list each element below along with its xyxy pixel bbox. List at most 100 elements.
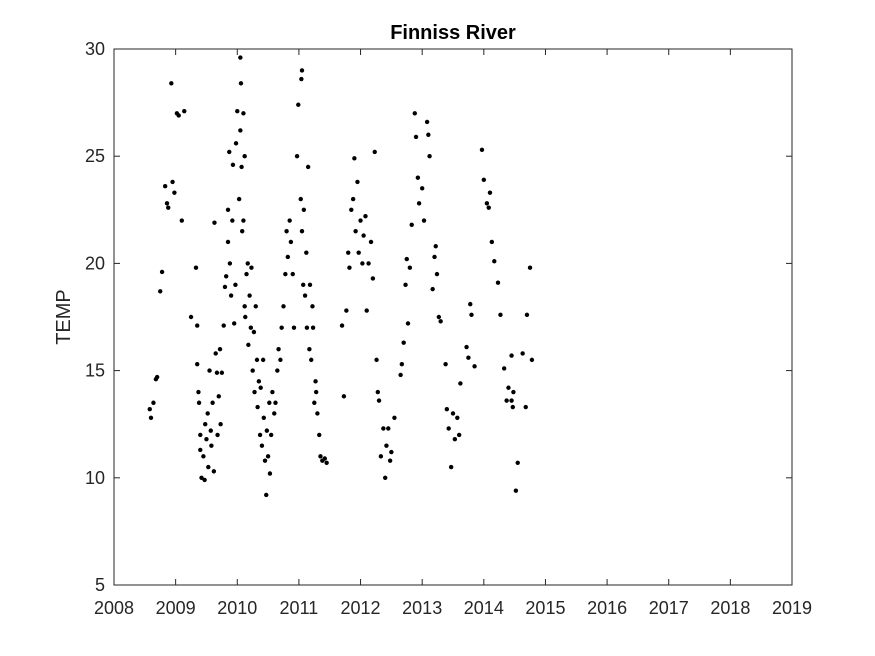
point <box>291 325 297 330</box>
y-tick-label: 20 <box>85 253 105 273</box>
point <box>504 398 509 403</box>
point <box>301 207 307 212</box>
point <box>273 400 278 405</box>
point <box>248 325 254 330</box>
point <box>339 323 345 328</box>
point <box>204 437 209 442</box>
point <box>287 218 292 223</box>
point <box>244 271 249 277</box>
point <box>176 113 181 118</box>
point <box>288 239 294 245</box>
point <box>283 271 288 277</box>
x-tick-label: 2010 <box>217 598 257 618</box>
y-axis-label: TEMP <box>53 289 75 345</box>
point <box>301 282 306 288</box>
point <box>464 344 469 350</box>
point <box>249 265 254 270</box>
point <box>443 361 448 367</box>
point <box>242 304 247 309</box>
y-tick-label: 10 <box>85 468 105 488</box>
point <box>304 250 309 255</box>
point <box>208 428 213 433</box>
point <box>304 325 310 330</box>
point <box>199 475 204 480</box>
point <box>230 218 235 223</box>
point <box>401 340 406 345</box>
point <box>214 370 220 375</box>
point <box>272 411 277 416</box>
point <box>419 186 425 191</box>
point <box>203 422 208 427</box>
point <box>399 361 405 367</box>
point <box>238 128 243 133</box>
point <box>446 426 451 431</box>
point <box>378 454 384 459</box>
point <box>233 141 239 146</box>
point <box>498 312 503 318</box>
point <box>349 207 354 212</box>
point <box>381 426 386 431</box>
point <box>313 379 318 384</box>
point <box>166 205 171 210</box>
point <box>218 422 223 427</box>
point <box>235 108 240 114</box>
point <box>426 132 431 137</box>
point <box>486 205 491 210</box>
point <box>158 289 163 294</box>
point <box>481 177 487 182</box>
point <box>255 404 260 410</box>
point <box>253 304 258 309</box>
point <box>305 164 311 170</box>
point <box>198 447 203 453</box>
point <box>227 149 232 155</box>
point <box>307 282 313 288</box>
point <box>450 411 456 416</box>
point <box>427 154 432 159</box>
point <box>252 389 257 395</box>
point <box>372 149 377 155</box>
point <box>307 346 312 352</box>
point <box>251 329 257 335</box>
point <box>222 284 228 290</box>
point <box>162 184 168 189</box>
point <box>196 400 202 405</box>
point <box>276 346 281 352</box>
point <box>363 214 368 219</box>
point <box>206 464 211 470</box>
point <box>216 394 221 399</box>
point <box>270 389 275 395</box>
point <box>386 426 391 431</box>
point <box>207 368 212 373</box>
x-tick-label: 2019 <box>772 598 812 618</box>
point <box>375 389 381 395</box>
point <box>238 81 244 86</box>
point <box>196 389 201 395</box>
point <box>484 201 490 206</box>
point <box>261 415 266 420</box>
point <box>415 175 421 180</box>
point <box>407 265 413 270</box>
x-tick-label: 2015 <box>525 598 565 618</box>
point <box>489 239 495 245</box>
point <box>309 357 314 363</box>
point <box>374 357 379 363</box>
point <box>434 271 440 277</box>
x-tick-label: 2017 <box>649 598 689 618</box>
point <box>219 370 225 375</box>
point <box>170 179 175 185</box>
point <box>299 229 305 234</box>
point <box>472 364 477 369</box>
point <box>310 325 316 330</box>
point <box>358 218 363 223</box>
point <box>424 119 430 125</box>
point <box>250 368 255 373</box>
point <box>353 229 358 234</box>
point <box>479 147 485 152</box>
point <box>240 229 245 234</box>
x-tick-label: 2016 <box>587 598 627 618</box>
point <box>458 381 463 386</box>
point <box>324 460 329 465</box>
point <box>262 458 268 463</box>
point <box>513 488 519 493</box>
point <box>264 428 270 433</box>
